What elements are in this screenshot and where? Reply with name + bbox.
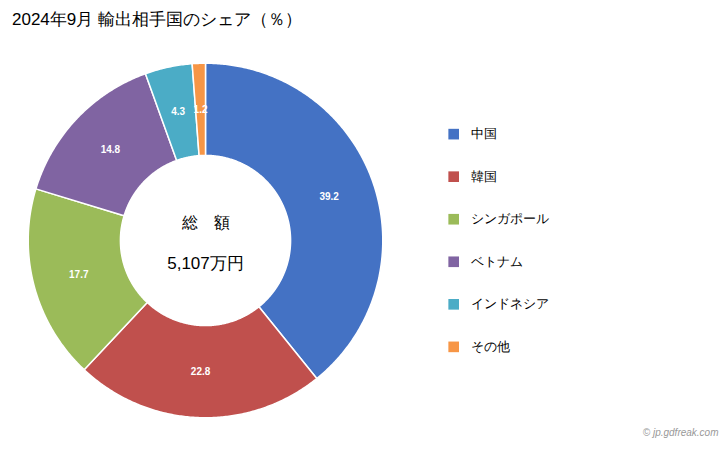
svg-text:© jp.gdfreak.com: © jp.gdfreak.com: [643, 427, 719, 438]
html-text:2024年9月 輸出相手国のシェア（％）: 2024年9月 輸出相手国のシェア（％）: [12, 10, 302, 29]
svg-text:ベトナム: ベトナム: [471, 254, 523, 269]
svg-text:22.8: 22.8: [191, 366, 211, 377]
svg-text:インドネシア: インドネシア: [471, 296, 549, 311]
svg-text:14.8: 14.8: [101, 144, 121, 155]
svg-text:シンガポール: シンガポール: [471, 211, 549, 226]
svg-text:39.2: 39.2: [319, 191, 339, 202]
svg-text:1.2: 1.2: [194, 104, 208, 115]
svg-text:5,107万円: 5,107万円: [167, 254, 244, 273]
svg-text:4.3: 4.3: [171, 106, 185, 117]
svg-text:中国: 中国: [471, 126, 497, 141]
svg-text:韓国: 韓国: [471, 169, 497, 184]
svg-text:17.7: 17.7: [69, 269, 89, 280]
svg-text:その他: その他: [471, 339, 510, 354]
svg-text:総 額: 総 額: [181, 214, 230, 231]
